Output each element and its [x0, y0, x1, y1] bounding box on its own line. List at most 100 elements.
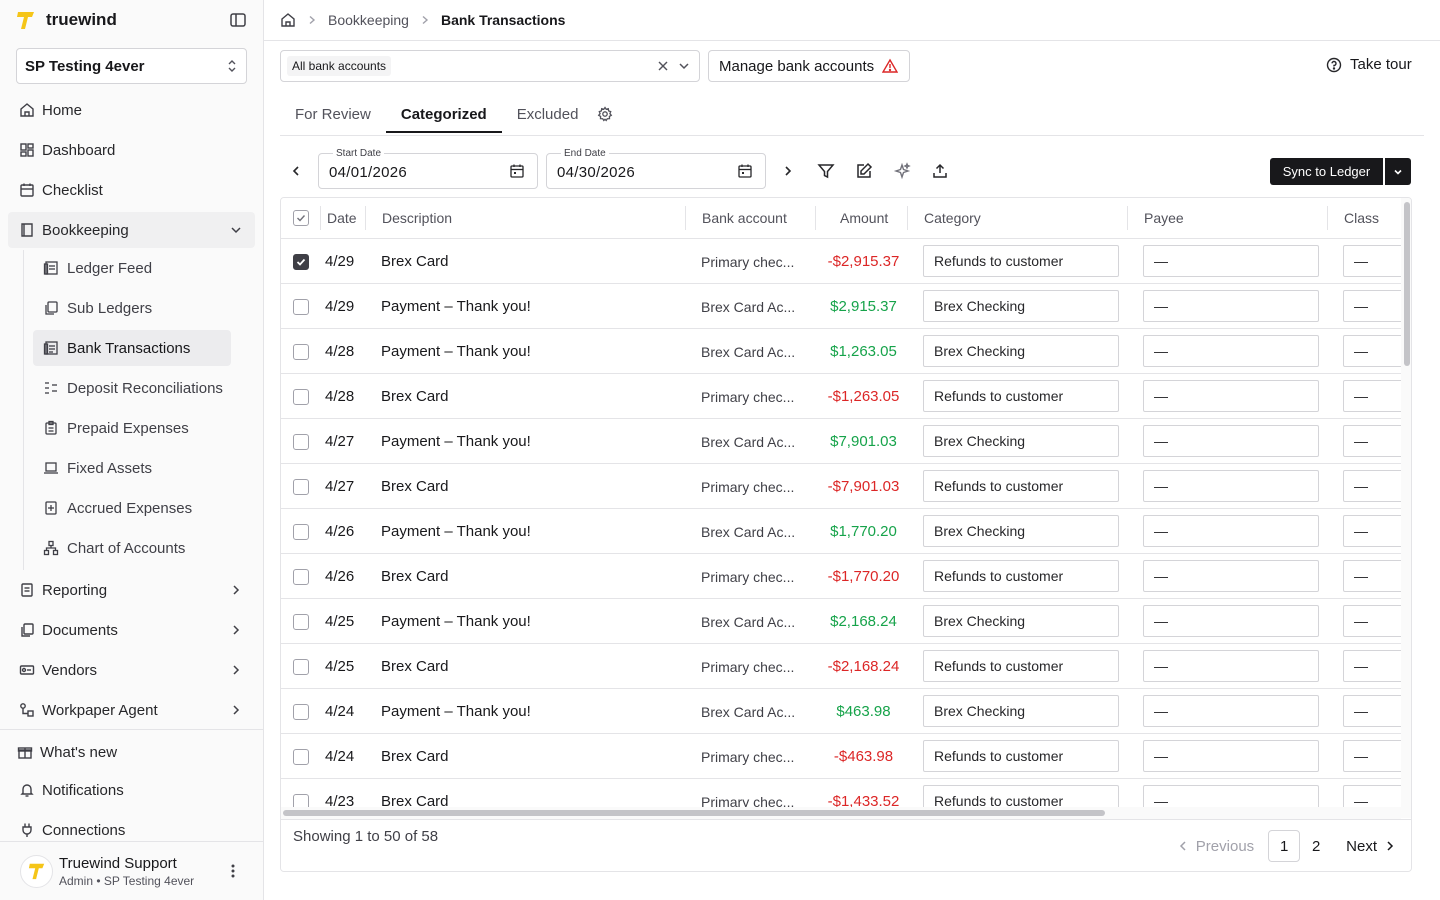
calendar-icon[interactable]	[737, 163, 753, 182]
category-select[interactable]: Brex Checking	[923, 515, 1119, 547]
clear-icon[interactable]	[656, 59, 670, 76]
table-row[interactable]: 4/25 Payment – Thank you! Brex Card Ac... $…	[281, 599, 1401, 644]
end-date-field[interactable]: End Date 04/30/2026	[546, 148, 766, 189]
column-header-category[interactable]: Category	[924, 210, 981, 226]
org-select[interactable]: SP Testing 4ever	[16, 48, 247, 84]
sync-to-ledger-button[interactable]: Sync to Ledger	[1270, 158, 1383, 185]
edit-icon[interactable]	[854, 161, 874, 181]
user-profile[interactable]: Truewind Support Admin • SP Testing 4eve…	[0, 842, 264, 900]
category-select[interactable]: Refunds to customer	[923, 470, 1119, 502]
row-checkbox[interactable]	[293, 433, 309, 450]
nav-documents[interactable]: Documents	[8, 612, 255, 648]
payee-select[interactable]: —	[1143, 290, 1319, 322]
upload-icon[interactable]	[930, 161, 950, 181]
chevron-left-icon[interactable]	[286, 161, 306, 181]
nav-bookkeeping[interactable]: Bookkeeping	[8, 212, 255, 248]
row-checkbox[interactable]	[293, 613, 309, 630]
home-icon[interactable]	[280, 12, 296, 28]
page-2-button[interactable]: 2	[1311, 837, 1321, 855]
row-checkbox[interactable]	[293, 748, 309, 765]
nav-checklist[interactable]: Checklist	[8, 172, 255, 208]
table-row[interactable]: 4/24 Brex Card Primary chec... -$463.98 Refu…	[281, 734, 1401, 779]
tab-for-review[interactable]: For Review	[295, 105, 371, 123]
chevron-right-icon[interactable]	[778, 161, 798, 181]
payee-select[interactable]: —	[1143, 560, 1319, 592]
row-checkbox[interactable]	[293, 298, 309, 315]
category-select[interactable]: Brex Checking	[923, 605, 1119, 637]
table-row[interactable]: 4/28 Brex Card Primary chec... -$1,263.05 Re…	[281, 374, 1401, 419]
category-select[interactable]: Refunds to customer	[923, 245, 1119, 277]
table-row[interactable]: 4/26 Payment – Thank you! Brex Card Ac... $…	[281, 509, 1401, 554]
filter-icon[interactable]	[816, 161, 836, 181]
class-select[interactable]: —	[1343, 560, 1401, 592]
nav-dashboard[interactable]: Dashboard	[8, 132, 255, 168]
column-header-amount[interactable]: Amount	[840, 210, 889, 226]
payee-select[interactable]: —	[1143, 515, 1319, 547]
tab-categorized[interactable]: Categorized	[385, 96, 502, 133]
previous-page-button[interactable]: Previous	[1176, 838, 1254, 855]
category-select[interactable]: Refunds to customer	[923, 650, 1119, 682]
class-select[interactable]: —	[1343, 335, 1401, 367]
nav-vendors[interactable]: Vendors	[8, 652, 255, 688]
class-select[interactable]: —	[1343, 245, 1401, 277]
category-select[interactable]: Refunds to customer	[923, 785, 1119, 807]
calendar-icon[interactable]	[509, 163, 525, 182]
table-row[interactable]: 4/27 Payment – Thank you! Brex Card Ac... $…	[281, 419, 1401, 464]
table-row[interactable]: 4/26 Brex Card Primary chec... -$1,770.20 Re…	[281, 554, 1401, 599]
class-select[interactable]: —	[1343, 470, 1401, 502]
category-select[interactable]: Refunds to customer	[923, 560, 1119, 592]
class-select[interactable]: —	[1343, 290, 1401, 322]
class-select[interactable]: —	[1343, 695, 1401, 727]
payee-select[interactable]: —	[1143, 380, 1319, 412]
payee-select[interactable]: —	[1143, 425, 1319, 457]
class-select[interactable]: —	[1343, 605, 1401, 637]
row-checkbox[interactable]	[293, 793, 309, 807]
take-tour-button[interactable]: Take tour	[1326, 56, 1412, 73]
class-select[interactable]: —	[1343, 740, 1401, 772]
payee-select[interactable]: —	[1143, 335, 1319, 367]
row-checkbox[interactable]	[293, 388, 309, 405]
sub-item-deposit-reconciliations[interactable]: Deposit Reconciliations	[33, 370, 231, 406]
nav-home[interactable]: Home	[8, 92, 255, 128]
sidebar-toggle-icon[interactable]	[229, 11, 247, 29]
row-checkbox[interactable]	[293, 253, 309, 270]
row-checkbox[interactable]	[293, 523, 309, 540]
gear-icon[interactable]	[597, 106, 613, 122]
category-select[interactable]: Refunds to customer	[923, 380, 1119, 412]
table-row[interactable]: 4/27 Brex Card Primary chec... -$7,901.03 Re…	[281, 464, 1401, 509]
column-header-bank-account[interactable]: Bank account	[702, 210, 787, 226]
row-checkbox[interactable]	[293, 658, 309, 675]
nav-notifications[interactable]: Notifications	[8, 772, 255, 808]
column-header-class[interactable]: Class	[1344, 210, 1380, 226]
tab-excluded[interactable]: Excluded	[516, 105, 579, 123]
table-row[interactable]: 4/29 Brex Card Primary chec... -$2,915.37 Re…	[281, 239, 1401, 284]
payee-select[interactable]: —	[1143, 740, 1319, 772]
page-1-button[interactable]: 1	[1268, 830, 1301, 862]
bank-account-select[interactable]: All bank accounts	[280, 50, 700, 82]
table-row[interactable]: 4/24 Payment – Thank you! Brex Card Ac... $…	[281, 689, 1401, 734]
manage-bank-accounts-button[interactable]: Manage bank accounts	[708, 50, 910, 82]
table-row[interactable]: 4/25 Brex Card Primary chec... -$2,168.24 Re…	[281, 644, 1401, 689]
nav-connections[interactable]: Connections	[8, 812, 255, 848]
horizontal-scrollbar-thumb[interactable]	[283, 810, 1105, 816]
class-select[interactable]: —	[1343, 425, 1401, 457]
class-select[interactable]: —	[1343, 785, 1401, 807]
nav-workpaper-agent[interactable]: Workpaper Agent	[8, 692, 255, 728]
sub-item-ledger-feed[interactable]: Ledger Feed	[33, 250, 231, 286]
sync-dropdown-button[interactable]	[1385, 158, 1411, 185]
sub-item-chart-of-accounts[interactable]: Chart of Accounts	[33, 530, 231, 566]
payee-select[interactable]: —	[1143, 470, 1319, 502]
class-select[interactable]: —	[1343, 380, 1401, 412]
table-row[interactable]: 4/23 Brex Card Primary chec... -$1,433.52 Re…	[281, 779, 1401, 807]
row-checkbox[interactable]	[293, 703, 309, 720]
category-select[interactable]: Brex Checking	[923, 695, 1119, 727]
column-header-payee[interactable]: Payee	[1144, 210, 1184, 226]
sub-item-bank-transactions[interactable]: Bank Transactions	[33, 330, 231, 366]
breadcrumb-parent[interactable]: Bookkeeping	[328, 12, 409, 28]
payee-select[interactable]: —	[1143, 245, 1319, 277]
category-select[interactable]: Brex Checking	[923, 335, 1119, 367]
start-date-field[interactable]: Start Date 04/01/2026	[318, 148, 538, 189]
select-all-checkbox[interactable]	[293, 210, 309, 226]
more-vertical-icon[interactable]	[224, 862, 242, 880]
vertical-scrollbar[interactable]	[1401, 198, 1411, 818]
